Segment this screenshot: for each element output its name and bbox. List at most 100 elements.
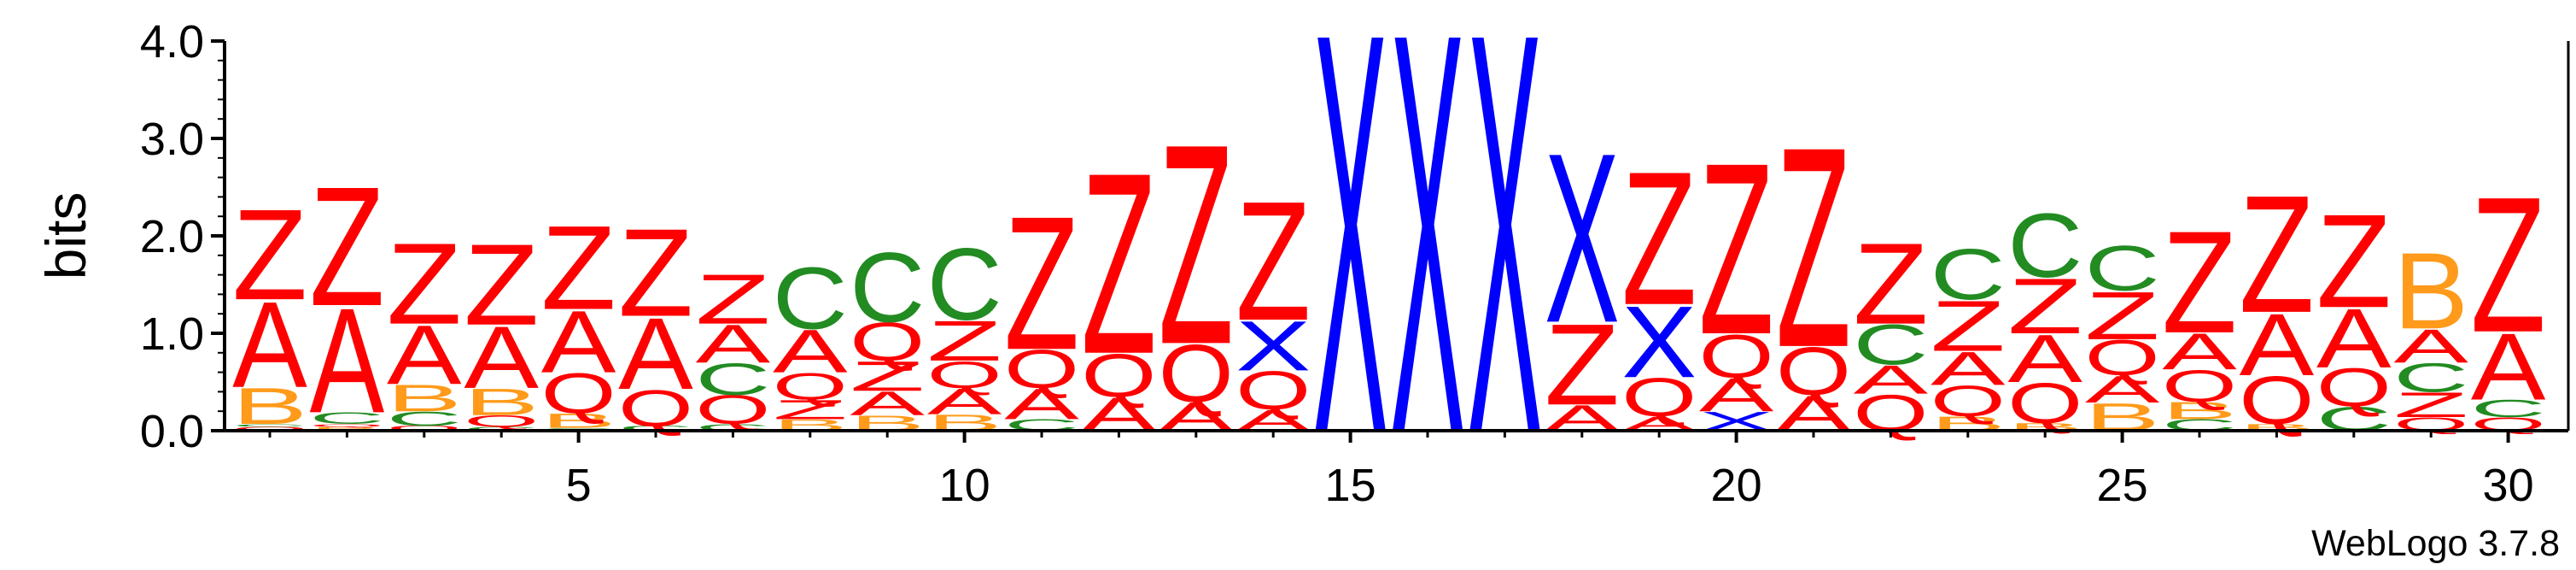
logo-letter-c: C [1931,234,2006,314]
logo-letter-z: Z [1004,176,1079,389]
logo-letter-a: A [232,277,307,414]
logo-letter-x: X [1467,0,1542,553]
logo-letter-b: B [232,377,307,435]
y-tick-label: 0.0 [140,406,204,457]
logo-letter-a: A [1004,380,1079,429]
logo-letter-a: A [927,381,1002,422]
logo-letter-c: C [309,409,384,427]
logo-letter-a: A [2085,367,2160,410]
logo-letter-q: Q [1699,322,1774,391]
logo-letter-q: Q [850,312,925,373]
logo-letter-b: B [309,426,384,432]
logo-letter-q: Q [2007,371,2082,435]
logo-letter-z: Z [2393,385,2468,425]
logo-letter-c: C [927,227,1002,342]
logo-letter-q: Q [1931,377,2006,426]
logo-letter-x: X [1621,285,1697,399]
logo-letter-a: A [850,385,925,423]
logo-letter-q: Q [618,379,693,437]
logo-letter-b: B [2393,231,2468,351]
logo-letter-x: X [1313,0,1388,553]
logo-letter-z: Z [1235,166,1311,356]
logo-letter-z: Z [1699,113,1774,386]
logo-letter-c: C [232,423,307,427]
x-tick-label: 25 [2097,460,2148,511]
logo-letter-z: Z [309,151,384,341]
logo-letter-q: Q [464,412,539,430]
logo-letter-q: Q [2085,330,2160,386]
logo-letter-q: Q [2162,361,2237,411]
logo-letter-b: B [387,377,462,420]
logo-letter-a: A [1854,357,1929,403]
logo-letter-q: Q [309,423,384,427]
logo-letter-c: C [618,425,693,432]
logo-letter-z: Z [1159,85,1234,404]
logo-letter-a: A [1931,343,2006,396]
logo-letter-b: B [541,409,616,432]
y-ticks: 0.0 1.0 2.0 3.0 4.0 [140,16,225,457]
logo-letter-z: Z [850,353,925,400]
logo-letter-z: Z [1776,87,1851,407]
x-tick-label: 10 [939,460,990,511]
logo-letter-c: C [2085,232,2160,304]
logo-letter-a: A [387,308,462,402]
logo-letter-a: A [2393,320,2469,373]
x-tick-label: 30 [2483,460,2534,511]
logo-letter-q: Q [541,361,616,426]
logo-letter-x: X [1390,0,1465,553]
logo-letter-z: Z [2239,161,2314,348]
logo-letter-q: Q [1004,339,1079,400]
logo-letter-b: B [464,380,539,423]
logo-letter-c: C [387,408,462,431]
logo-letter-z: Z [464,220,539,350]
y-tick-label: 3.0 [140,114,204,165]
logo-letter-a: A [773,317,848,385]
logo-letter-a: A [2471,314,2546,420]
logo-letter-a: A [541,293,616,392]
logo-letter-z: Z [2471,157,2546,373]
logo-letter-z: Z [2007,261,2082,350]
logo-letter-z: Z [1621,132,1697,344]
logo-letter-z: Z [2162,202,2237,364]
logo-letter-q: Q [1081,342,1156,410]
logo-letter-q: Q [695,387,770,432]
logo-letter-x: X [1545,103,1620,373]
x-ticks: 5 10 15 20 25 30 [268,431,2534,511]
y-tick-label: 1.0 [140,309,204,360]
logo-letter-a: A [1699,368,1775,421]
logo-letter-a: A [2007,321,2082,397]
logo-letter-z: Z [1853,219,1928,349]
logo-letter-q: Q [927,354,1002,397]
logo-letter-q: Q [1235,361,1311,421]
logo-letter-c: C [2393,355,2468,401]
logo-letters: QCBAZBQCAZQCBAZCQBAZCBQAZCQAZCQCAZBZQACB… [232,0,2546,553]
logo-letter-q: Q [1776,332,1851,409]
y-tick-label: 4.0 [140,16,204,68]
logo-letter-z: Z [387,219,462,349]
y-axis-label: bits [34,192,97,280]
logo-letter-z: Z [232,183,307,327]
logo-letter-z: Z [618,202,693,342]
logo-letter-z: Z [2085,278,2160,354]
logo-letter-z: Z [1545,299,1620,429]
logo-letter-a: A [696,314,771,374]
logo-letter-c: C [773,249,848,347]
logo-letter-z: Z [1081,120,1156,408]
logo-letter-z: Z [773,395,848,425]
logo-letter-a: A [2162,322,2237,380]
logo-letter-c: C [2471,395,2546,422]
logo-letter-a: A [2240,296,2315,395]
logo-letter-x: X [1235,307,1311,385]
logo-letter-a: A [618,297,693,411]
x-tick-label: 15 [1325,460,1376,511]
logo-letter-z: Z [1931,286,2006,367]
logo-letter-c: C [850,232,925,344]
x-tick-label: 5 [566,460,592,511]
x-tick-label: 20 [1711,460,1762,511]
logo-letter-c: C [2007,195,2082,297]
weblogo-footer: WebLogo 3.7.8 [2311,523,2560,564]
y-tick-label: 2.0 [140,211,204,262]
logo-letter-z: Z [2316,186,2392,336]
logo-letter-z: Z [927,309,1002,373]
